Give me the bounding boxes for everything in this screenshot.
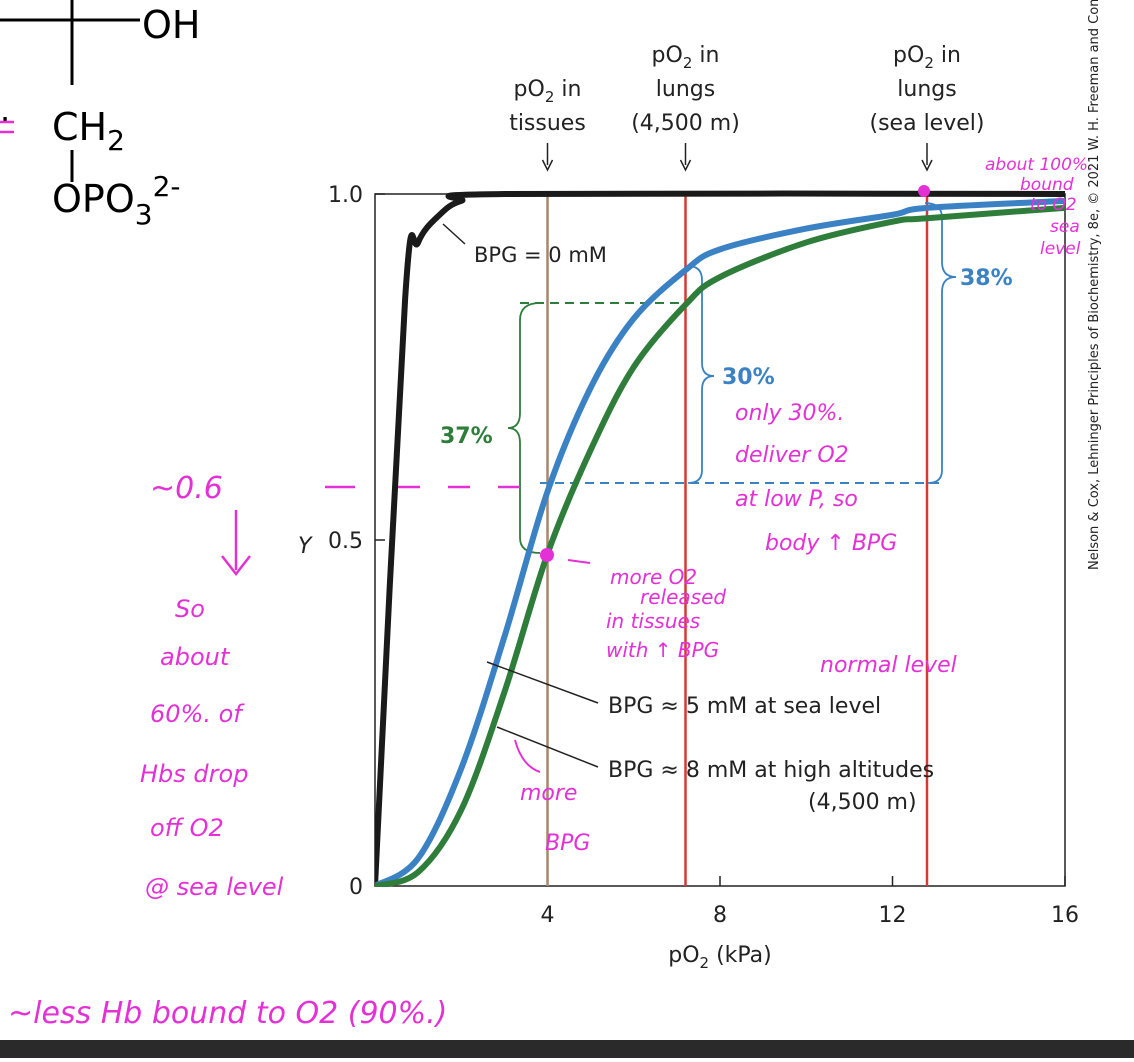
- hand-approx06: ~0.6: [150, 471, 223, 506]
- x-axis-ticks: 4 8 12 16: [541, 876, 1079, 928]
- y-axis-ticks: 0 0.5 1.0: [328, 183, 385, 900]
- curve-series-1: [375, 190, 1065, 887]
- label-30: 30%: [722, 365, 775, 390]
- reference-label-1-line-2: tissues: [509, 111, 586, 136]
- hand-only30: only 30%. deliver O2 at low P, so body ↑…: [735, 401, 897, 556]
- svg-text:CH2: CH2: [52, 105, 125, 157]
- bottom-bar: [0, 1040, 1134, 1058]
- reference-label-1-line-1: pO2 in: [514, 77, 582, 106]
- opo3-superscript: 2-: [153, 170, 181, 203]
- hand-dash: [567, 559, 591, 564]
- y-tick-label-0: 0: [349, 875, 363, 900]
- oh-label: OH: [142, 3, 200, 47]
- reference-label-2-line-3: (4,500 m): [631, 111, 740, 136]
- reference-label-2-line-2: lungs: [656, 77, 715, 102]
- hand-dot-tissue: [540, 548, 554, 562]
- handwritten-notes: ~0.6 So about 60%. of Hbs drop off O2 @ …: [8, 155, 1099, 1031]
- reference-lines: pO2 in tissues pO2 in lungs (4,500 m) pO2 in l…: [509, 43, 984, 886]
- reference-arrowhead-1: [541, 159, 554, 172]
- hand-more-o2: more O2 released in tissues with ↑ BPG: [606, 565, 732, 662]
- x-tick-label-4: 4: [541, 903, 555, 928]
- svg-text:·: ·: [0, 100, 10, 138]
- curve-series-3: [375, 204, 1065, 887]
- brackets: 37% 30% 38%: [440, 202, 1013, 554]
- hand-top-right: about 100%. bound to O2 sea level: [985, 155, 1099, 259]
- label-38: 38%: [960, 266, 1013, 291]
- label-bpg8-line2: (4,500 m): [808, 790, 917, 815]
- y-tick-label-1.0: 1.0: [328, 183, 363, 208]
- x-tick-label-8: 8: [713, 903, 727, 928]
- opo3-subscript: 3: [135, 198, 153, 231]
- reference-arrowhead-2: [679, 159, 692, 172]
- label-bpg8-line1: BPG ≈ 8 mM at high altitudes: [608, 758, 934, 783]
- reference-label-3-line-1: pO2 in: [893, 43, 961, 72]
- svg-text:OH: OH: [142, 3, 200, 47]
- y-tick-label-0.5: 0.5: [328, 529, 363, 554]
- ch2-label: CH: [52, 105, 107, 149]
- pink-mark: [0, 120, 14, 134]
- opo3-label: OPO: [52, 177, 135, 221]
- svg-text:OPO32-: OPO32-: [52, 170, 181, 231]
- hand-dot-sea-level: [918, 185, 930, 197]
- curves: [375, 190, 1065, 887]
- hand-so-about: So about 60%. of Hbs drop off O2 @ sea l…: [140, 595, 284, 901]
- label-bpg5: BPG ≈ 5 mM at sea level: [608, 694, 881, 719]
- label-37: 37%: [440, 424, 493, 449]
- curve-series-2: [375, 197, 1065, 887]
- ch2-subscript: 2: [107, 124, 125, 157]
- leader-lines: [442, 223, 599, 768]
- hand-more-bpg: more BPG: [520, 781, 590, 856]
- reference-label-3-line-2: lungs: [897, 77, 956, 102]
- hand-bottom-note: ~less Hb bound to O2 (90%.): [8, 996, 447, 1031]
- bracket-30: [687, 265, 715, 484]
- x-axis-label: pO2 (kPa): [668, 943, 772, 972]
- credit-line: Nelson & Cox, Lehninger Principles of Bi…: [1087, 0, 1102, 570]
- bracket-37: [507, 302, 541, 554]
- y-axis-label: Y: [298, 534, 313, 559]
- hand-down-arrow: [221, 510, 251, 577]
- x-tick-label-16: 16: [1051, 903, 1079, 928]
- hand-pointer: [514, 739, 541, 773]
- bracket-38: [924, 202, 957, 484]
- reference-arrowhead-3: [921, 159, 933, 172]
- hand-normal-level: normal level: [820, 653, 957, 678]
- reference-label-2-line-1: pO2 in: [652, 43, 720, 72]
- chemical-structure: OH CH2 OPO32- ·: [0, 0, 200, 231]
- reference-label-3-line-3: (sea level): [870, 111, 985, 136]
- label-bpg0: BPG = 0 mM: [474, 243, 607, 267]
- x-tick-label-12: 12: [879, 903, 907, 928]
